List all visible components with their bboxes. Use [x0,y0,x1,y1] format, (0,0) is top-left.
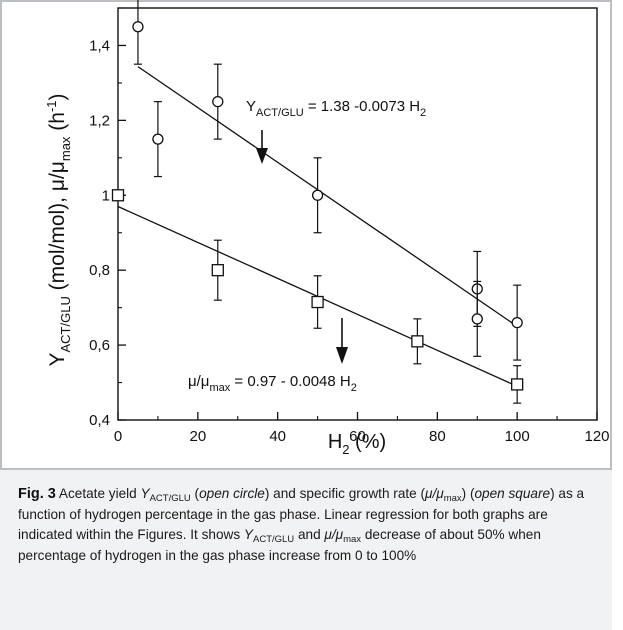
data-point-growth-rate [511,378,524,391]
data-point-yield [311,189,324,201]
data-point-yield [471,313,483,325]
data-point-growth-rate [211,264,224,277]
y-tick-label: 1 [102,187,110,204]
chart: 0 20 40 60 80 100 120 0,4 0,6 0,8 1 1,2 1,4 YACT/GLU… [44,0,610,457]
y-tick-label: 0,8 [89,262,110,279]
data-points [111,0,524,404]
x-tick-label: 80 [429,428,446,445]
y-tick-label: 0,6 [89,337,110,354]
x-axis-label: H2 (%) [328,431,386,457]
data-point-yield [511,316,523,329]
annotation-lower-equation: μ/μmax = 0.97 - 0.0048 H2 [188,373,357,394]
y-tick-label: 1,4 [89,37,110,54]
x-tick-label: 40 [269,428,286,445]
annotation-lower-arrow [336,318,348,364]
y-tick-label: 1,2 [89,112,110,129]
x-tick-label: 0 [114,428,122,445]
frame-left-border [0,0,2,630]
x-tick-label: 20 [189,428,206,445]
axes: 0 20 40 60 80 100 120 0,4 0,6 0,8 1 1,2 1,4 [89,7,610,445]
y-axis-label: YACT/GLU (mol/mol), μ/μmax (h-1) [44,93,73,366]
regression-line-yield [137,66,518,327]
frame-right-border [610,0,612,630]
x-tick-label: 120 [584,428,609,445]
caption-figure-label: Fig. 3 [18,486,56,502]
data-point-yield [212,95,224,108]
data-point-yield [152,133,164,145]
x-tick-label: 100 [505,428,530,445]
x-tick-label: 60 [349,428,366,445]
y-tick-label: 0,4 [89,412,110,429]
data-point-growth-rate [411,335,424,348]
frame-top-border [0,0,612,2]
plot-frame [117,7,598,421]
annotation-upper-equation: YACT/GLU = 1.38 -0.0073 H2 [246,98,426,119]
data-point-growth-rate [311,295,324,309]
data-point-yield [132,21,144,33]
figure-caption: Fig. 3 Acetate yield YACT/GLU (open circ… [0,468,612,630]
annotation-upper-arrow [256,130,268,164]
data-point-growth-rate [111,189,125,202]
